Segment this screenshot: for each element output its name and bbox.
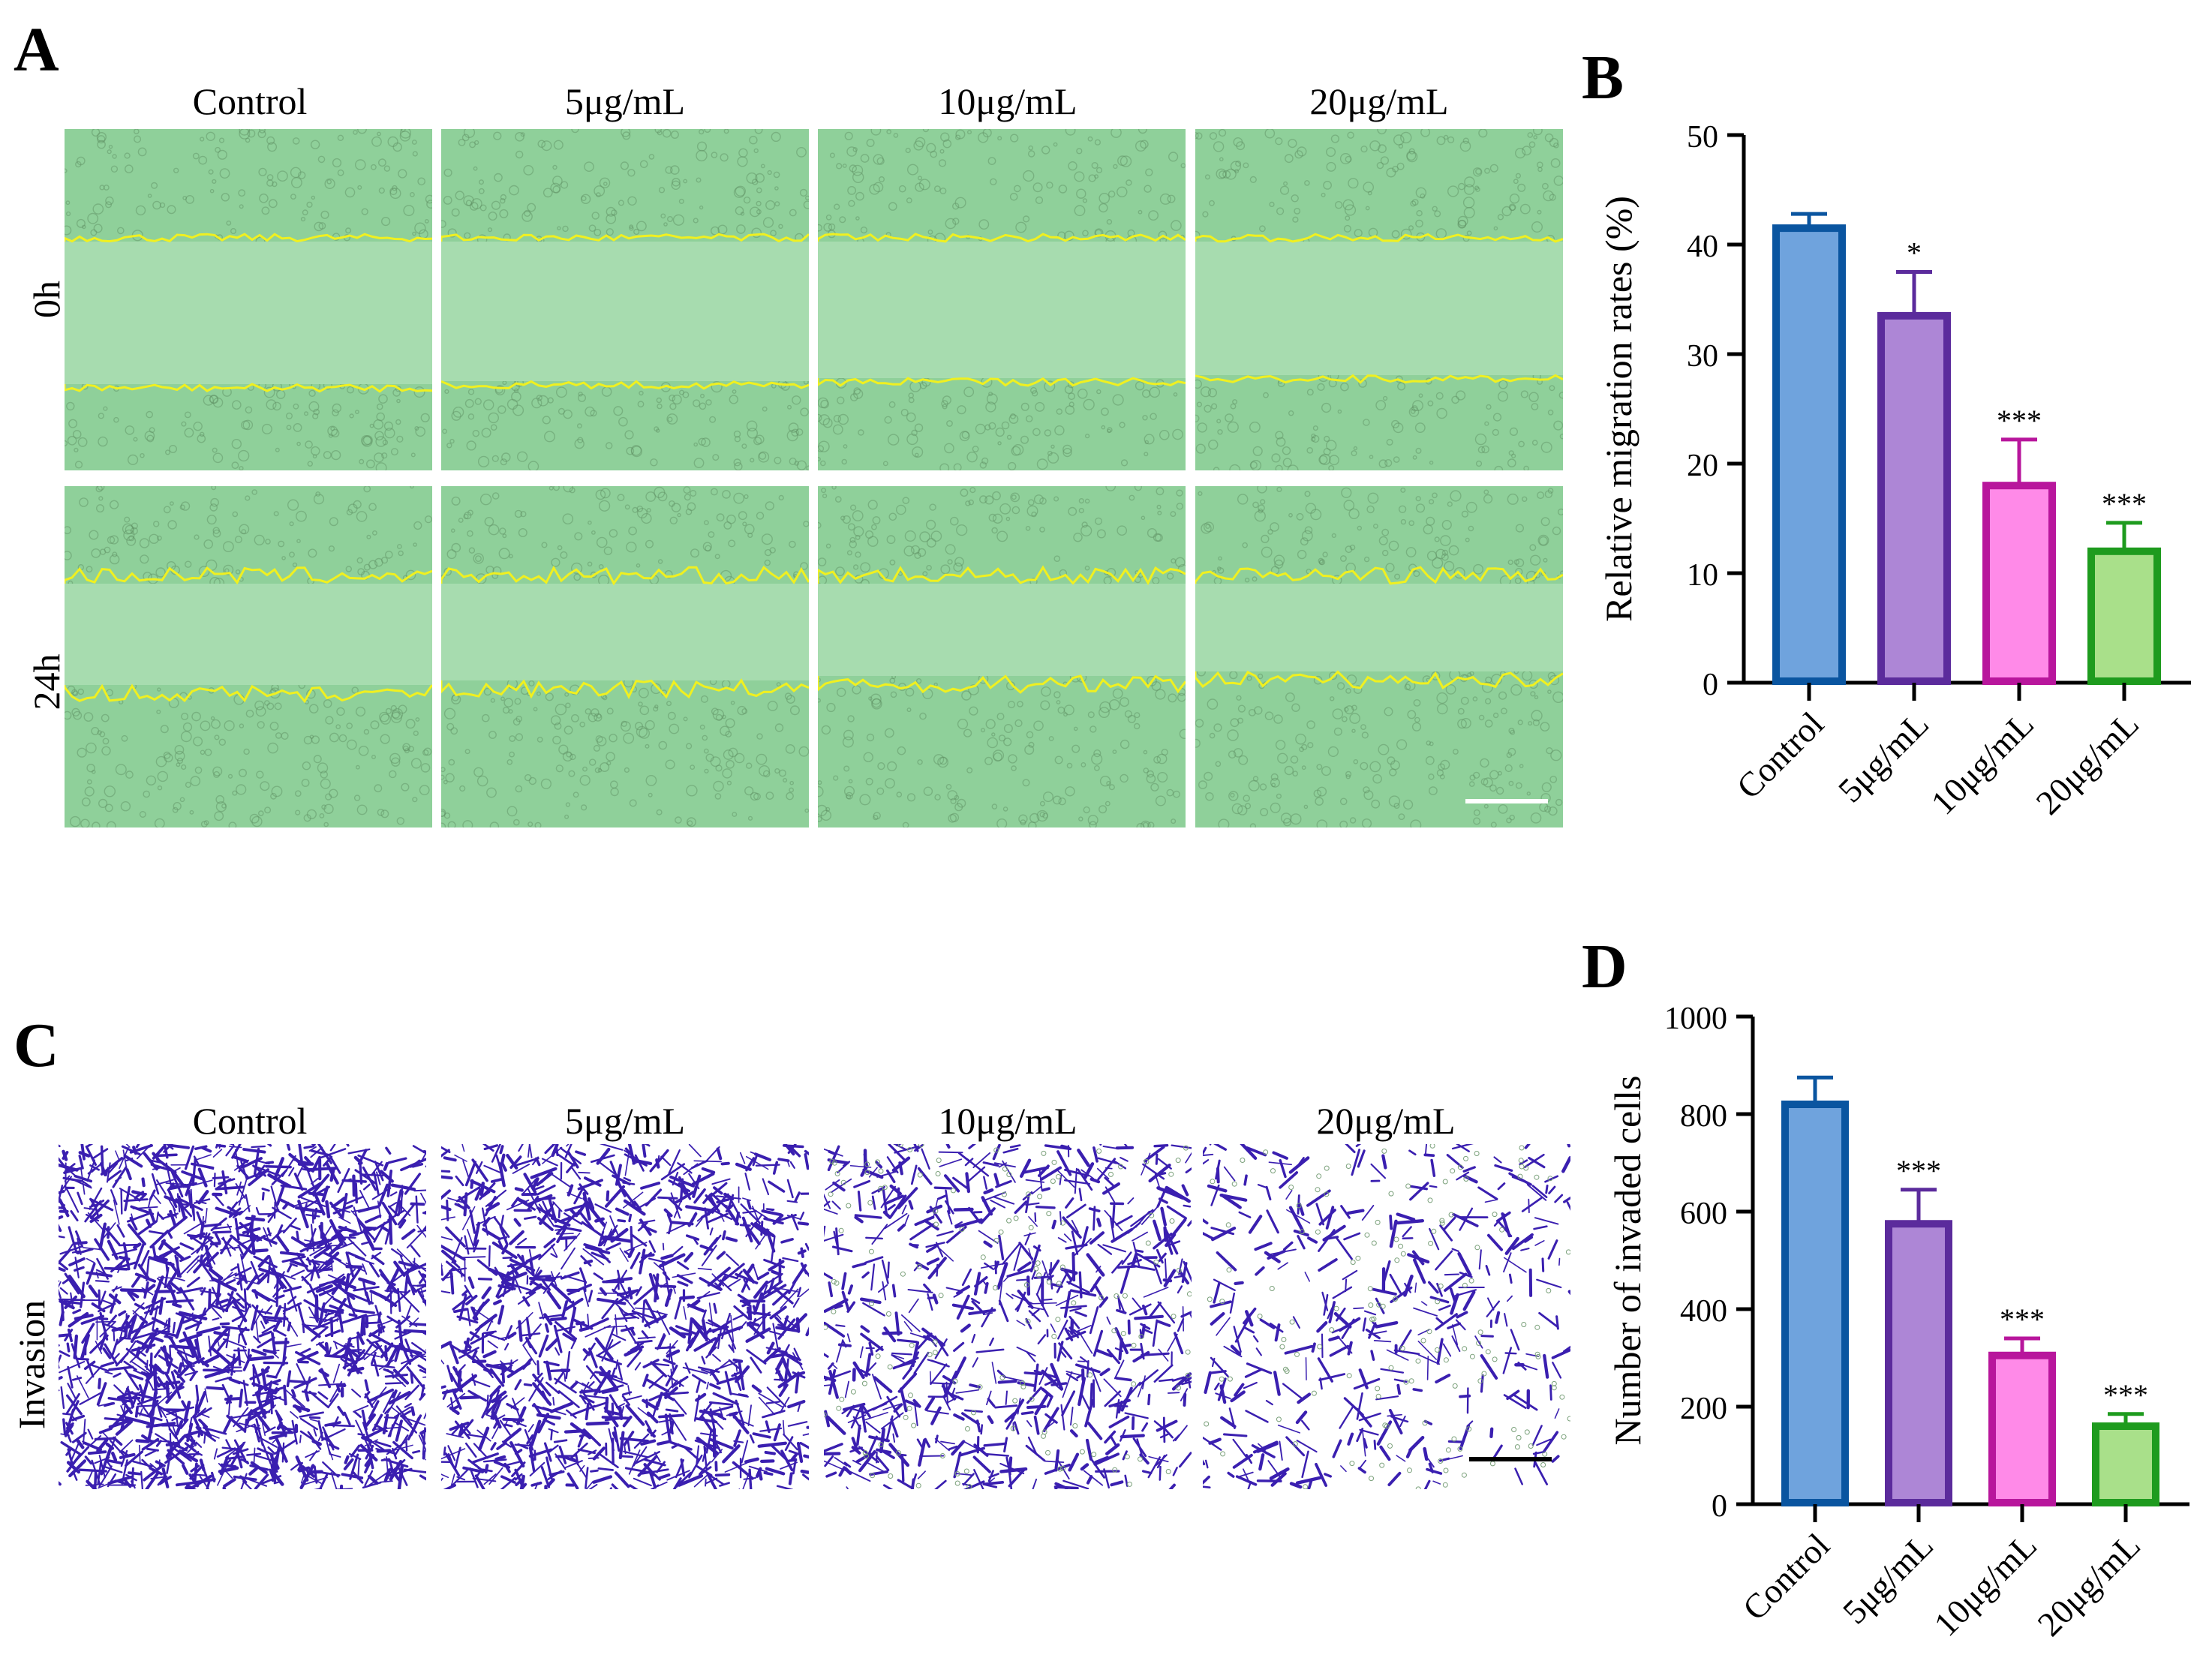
scratch-image-24h-4	[1195, 486, 1563, 827]
y-tick-label: 40	[1687, 230, 1718, 264]
y-axis-label: Relative migration rates (%)	[1597, 196, 1639, 622]
x-tick-label: Control	[1730, 704, 1831, 806]
bar-1	[1781, 1101, 1849, 1506]
bar-3	[1988, 1351, 2056, 1506]
y-tick-label: 800	[1680, 1099, 1727, 1134]
invasion-image-1	[59, 1144, 426, 1489]
panel-label-b: B	[1582, 43, 1624, 113]
x-tick-label: 5μg/mL	[1835, 1526, 1940, 1631]
significance-label: ***	[1896, 1154, 1941, 1188]
y-axis-label: Number of invaded cells	[1606, 1076, 1648, 1446]
bar-2	[1885, 1220, 1952, 1506]
panel-a-column-header-20ug: 20μg/mL	[1309, 80, 1449, 122]
x-tick-label: 10μg/mL	[1927, 1526, 2045, 1644]
invasion-image-3	[824, 1144, 1192, 1489]
x-tick-label: 10μg/mL	[1924, 704, 2042, 822]
panel-c-row-label-invasion: Invasion	[11, 1299, 53, 1430]
bar-2	[1877, 311, 1951, 685]
scratch-image-24h-2	[441, 486, 809, 827]
panel-label-a: A	[14, 15, 59, 85]
scratch-image-0h-4	[1195, 129, 1563, 470]
panel-c-column-header-10ug: 10μg/mL	[938, 1100, 1077, 1142]
bar-4	[2092, 1422, 2159, 1506]
scratch-image-0h-2	[441, 129, 809, 470]
scratch-image-24h-3	[818, 486, 1186, 827]
scratch-image-0h-3	[818, 129, 1186, 470]
chart-b-migration-rates: 0 10 20 30 40 50 Relative migration rates (%) C…	[1597, 120, 2191, 822]
significance-label: ***	[1997, 404, 2042, 437]
panel-label-d: D	[1582, 932, 1627, 1002]
y-tick-label: 0	[1703, 668, 1718, 702]
y-tick-label: 400	[1680, 1294, 1727, 1329]
bar-4	[2087, 547, 2161, 685]
y-tick-label: 50	[1687, 120, 1718, 155]
panel-a-row-label-0h: 0h	[26, 281, 68, 318]
panel-c-column-header-5ug: 5μg/mL	[564, 1100, 686, 1142]
x-tick-label: 5μg/mL	[1831, 704, 1936, 809]
scratch-image-0h-1	[65, 129, 432, 470]
x-tick-label: Control	[1736, 1526, 1837, 1627]
y-tick-label: 600	[1680, 1197, 1727, 1231]
x-tick-label: 20μg/mL	[2030, 1526, 2148, 1644]
bar-1	[1772, 224, 1846, 686]
y-tick-label: 1000	[1664, 1002, 1727, 1036]
panel-a-column-header-10ug: 10μg/mL	[938, 80, 1077, 122]
significance-label: *	[1907, 236, 1922, 270]
panel-a-row-label-24h: 24h	[26, 653, 68, 710]
panel-c-column-header-control: Control	[192, 1100, 308, 1142]
invasion-image-2	[441, 1144, 809, 1489]
chart-d-invaded-cells: 0 200 400 600 800 1000 Number of invaded cells…	[1606, 1002, 2189, 1644]
y-tick-label: 30	[1687, 339, 1718, 374]
significance-label: ***	[2102, 487, 2147, 521]
invasion-image-4	[1203, 1144, 1570, 1489]
panel-label-c: C	[14, 1011, 59, 1080]
x-tick-label: 20μg/mL	[2029, 704, 2147, 822]
y-tick-label: 200	[1680, 1392, 1727, 1426]
y-tick-label: 10	[1687, 558, 1718, 593]
bar-3	[1982, 482, 2056, 685]
y-tick-label: 0	[1712, 1489, 1727, 1524]
panel-c-column-header-20ug: 20μg/mL	[1316, 1100, 1456, 1142]
scratch-image-24h-1	[65, 486, 432, 827]
panel-a-column-header-control: Control	[192, 80, 308, 122]
significance-label: ***	[2103, 1378, 2148, 1412]
y-tick-label: 20	[1687, 449, 1718, 483]
significance-label: ***	[2000, 1302, 2045, 1336]
panel-a-column-header-5ug: 5μg/mL	[564, 80, 686, 122]
